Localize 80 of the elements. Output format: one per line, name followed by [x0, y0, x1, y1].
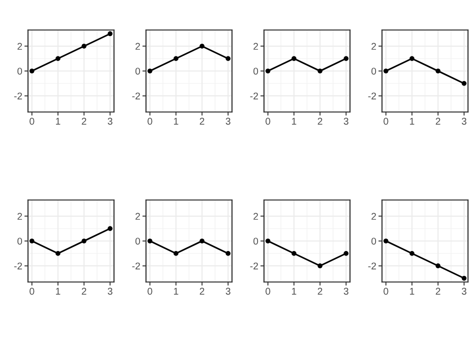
x-tick-label: 2: [200, 118, 204, 125]
x-tick-label: 1: [410, 288, 414, 295]
point: [410, 56, 414, 62]
x-tick-label: 1: [292, 118, 296, 125]
x-tick-label: 2: [318, 288, 322, 295]
x-tick-label: 3: [226, 118, 230, 125]
point: [29, 68, 34, 74]
y-tick-label: 2: [18, 212, 22, 220]
y-tick-label: -2: [368, 92, 376, 100]
y-tick-label: 0: [371, 238, 376, 245]
y-tick-label: 2: [136, 212, 140, 220]
x-tick-label: 2: [318, 118, 322, 125]
x-tick-label: 0: [266, 288, 270, 295]
x-tick-label: 1: [410, 118, 414, 125]
x-tick-label: 0: [148, 118, 152, 125]
x-tick-label: 2: [82, 288, 86, 295]
y-tick-label: -2: [132, 92, 140, 100]
x-tick-label: 1: [174, 118, 178, 125]
y-tick-label: -2: [368, 262, 376, 270]
point: [29, 238, 34, 244]
point: [344, 250, 349, 256]
point: [147, 68, 152, 74]
y-tick-label: -2: [132, 262, 140, 270]
x-tick-label: 1: [292, 288, 296, 295]
y-tick-label: 0: [17, 238, 22, 245]
x-tick-label: 3: [462, 288, 466, 295]
point: [292, 250, 296, 256]
x-tick-label: 2: [82, 118, 86, 125]
x-tick-label: 3: [226, 288, 230, 295]
x-tick-label: 0: [30, 118, 34, 125]
x-tick-label: 0: [30, 288, 34, 295]
point: [383, 68, 388, 74]
y-tick-label: -2: [250, 92, 258, 100]
y-tick-label: -2: [250, 262, 258, 270]
y-tick-label: 0: [371, 68, 376, 75]
x-tick-label: 3: [108, 118, 112, 125]
x-tick-label: 0: [148, 288, 152, 295]
point: [108, 31, 113, 36]
point: [174, 56, 178, 62]
x-tick-label: 2: [436, 288, 440, 295]
y-tick-label: 2: [372, 212, 376, 220]
point: [410, 250, 414, 256]
y-tick-label: 2: [136, 42, 140, 50]
point: [82, 44, 86, 49]
point: [462, 276, 467, 281]
x-tick-label: 3: [344, 118, 348, 125]
x-tick-label: 3: [344, 288, 348, 295]
y-tick-label: 2: [254, 212, 258, 220]
point: [56, 56, 60, 62]
x-tick-label: 1: [56, 288, 60, 295]
y-tick-label: 2: [372, 42, 376, 50]
x-tick-label: 3: [462, 118, 466, 125]
y-tick-label: 0: [135, 68, 140, 75]
x-tick-label: 0: [266, 118, 270, 125]
x-tick-label: 2: [436, 118, 440, 125]
point: [265, 238, 270, 244]
x-tick-label: 1: [56, 118, 60, 125]
y-tick-label: 0: [135, 238, 140, 245]
point: [318, 263, 322, 268]
x-tick-label: 0: [384, 288, 388, 295]
x-tick-label: 0: [384, 118, 388, 125]
y-tick-label: 2: [18, 42, 22, 50]
point: [82, 238, 86, 244]
point: [200, 44, 204, 49]
y-tick-label: 0: [253, 238, 258, 245]
y-tick-label: -2: [14, 262, 22, 270]
point: [56, 250, 60, 256]
point: [226, 56, 231, 62]
y-tick-label: 2: [254, 42, 258, 50]
point: [462, 80, 467, 86]
point: [436, 263, 440, 268]
point: [383, 238, 388, 244]
y-tick-label: -2: [14, 92, 22, 100]
y-tick-label: 0: [253, 68, 258, 75]
y-tick-label: 0: [17, 68, 22, 75]
point: [108, 226, 113, 232]
x-tick-label: 1: [174, 288, 178, 295]
x-tick-label: 2: [200, 288, 204, 295]
x-tick-label: 3: [108, 288, 112, 295]
point: [436, 68, 440, 74]
